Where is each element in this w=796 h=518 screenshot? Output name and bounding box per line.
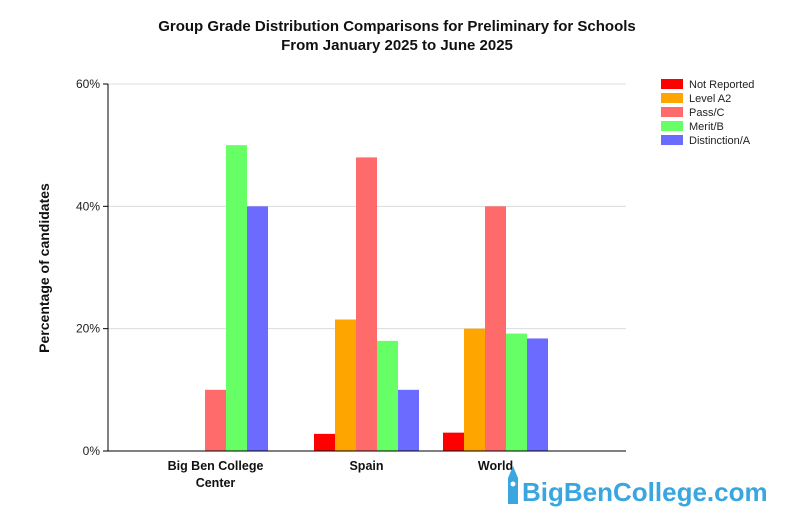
y-axis-ticks: 0% 20% 40% 60% bbox=[76, 77, 108, 458]
category-label: Big Ben College bbox=[168, 459, 264, 473]
legend-label: Pass/C bbox=[689, 107, 725, 119]
legend-swatch bbox=[661, 93, 683, 103]
bar-not-reported bbox=[443, 432, 464, 451]
chart-subtitle: From January 2025 to June 2025 bbox=[281, 37, 513, 54]
category-label: World bbox=[478, 459, 513, 473]
y-tick-label: 20% bbox=[76, 322, 100, 336]
bar-pass-c bbox=[485, 206, 506, 451]
bar-distinction-a bbox=[527, 338, 548, 451]
category-label-line2: Center bbox=[196, 476, 236, 490]
bar-pass-c bbox=[205, 389, 226, 451]
bar-merit-b bbox=[506, 333, 527, 451]
bar-not-reported bbox=[314, 433, 335, 451]
legend-swatch bbox=[661, 107, 683, 117]
bar-level-a2 bbox=[335, 319, 356, 451]
bar-distinction-a bbox=[247, 206, 268, 451]
legend-swatch bbox=[661, 135, 683, 145]
bar-merit-b bbox=[226, 145, 247, 451]
legend-swatch bbox=[661, 79, 683, 89]
bar-pass-c bbox=[356, 157, 377, 451]
bars bbox=[205, 145, 548, 451]
x-axis-categories: Big Ben College Center Spain World bbox=[168, 459, 514, 490]
chart-title: Group Grade Distribution Comparisons for… bbox=[158, 18, 636, 35]
y-tick-label: 0% bbox=[83, 444, 101, 458]
legend-label: Not Reported bbox=[689, 79, 754, 91]
legend-swatch bbox=[661, 121, 683, 131]
bar-merit-b bbox=[377, 340, 398, 451]
watermark: BigBenCollege.com bbox=[508, 466, 768, 507]
y-tick-label: 60% bbox=[76, 77, 100, 91]
category-label: Spain bbox=[349, 459, 383, 473]
legend-label: Level A2 bbox=[689, 93, 731, 105]
bar-level-a2 bbox=[464, 328, 485, 451]
legend: Not Reported Level A2 Pass/C Merit/B Distinc… bbox=[661, 79, 754, 147]
watermark-text: BigBenCollege.com bbox=[522, 477, 768, 507]
y-tick-label: 40% bbox=[76, 199, 100, 213]
y-axis-label: Percentage of candidates bbox=[36, 183, 52, 353]
legend-label: Merit/B bbox=[689, 121, 724, 133]
bar-distinction-a bbox=[398, 389, 419, 451]
legend-label: Distinction/A bbox=[689, 135, 751, 147]
big-ben-tower-icon bbox=[508, 466, 518, 504]
